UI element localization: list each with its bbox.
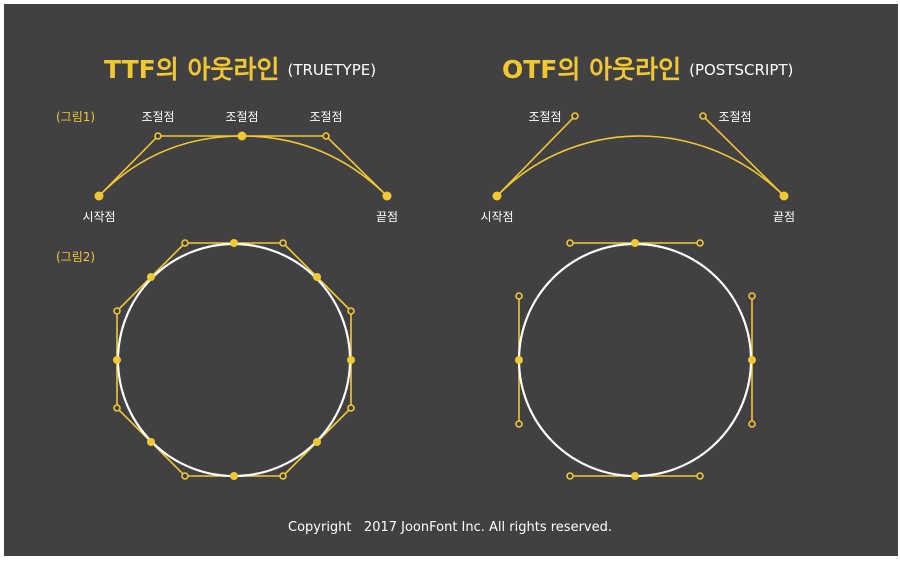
ttf-start-point	[94, 191, 104, 201]
ttf-control-polygon	[98, 135, 388, 197]
otf-control-point-label-2: 조절점	[718, 110, 752, 124]
ttf-circle-on-curve-points	[113, 239, 355, 480]
otf-handle-1	[496, 115, 576, 197]
otf-end-point	[779, 191, 789, 201]
otf-circle-control-3	[566, 472, 574, 480]
otf-circle-control-1	[566, 239, 574, 247]
ttf-circle-point-top	[230, 239, 238, 247]
otf-circle-control-4	[696, 472, 704, 480]
otf-title: OTF의 아웃라인 (POSTSCRIPT)	[502, 55, 793, 85]
ttf-circle-control-6	[181, 472, 189, 480]
otf-end-point-label: 끝점	[772, 210, 796, 224]
ttf-control-point-label-2: 조절점	[225, 110, 259, 124]
ttf-control-point-label-3: 조절점	[309, 110, 343, 124]
otf-circle-control-6	[515, 420, 523, 428]
ttf-circle-control-8	[113, 307, 121, 315]
copyright-footer: Copyright 2017 JoonFont Inc. All rights …	[288, 520, 612, 535]
otf-circle-point-right	[748, 356, 756, 364]
ttf-title-text: TTF의 아웃라인	[104, 55, 280, 84]
ttf-circle-control-7	[113, 404, 121, 412]
ttf-circle-point-bottom	[230, 472, 238, 480]
otf-circle-point-top	[631, 239, 639, 247]
otf-figure1	[492, 112, 789, 201]
otf-circle-point-left	[515, 356, 523, 364]
otf-control-point-1	[571, 112, 579, 120]
otf-title-text: OTF의 아웃라인	[502, 55, 682, 84]
ttf-curve-segment-1	[98, 135, 243, 197]
ttf-title: TTF의 아웃라인 (TRUETYPE)	[104, 55, 376, 85]
ttf-circle-point-left	[113, 356, 121, 364]
otf-circle-control-8	[748, 420, 756, 428]
ttf-circle-control-2	[279, 239, 287, 247]
otf-circle-on-curve-points	[515, 239, 756, 480]
ttf-subtitle: (TRUETYPE)	[287, 61, 377, 79]
ttf-end-point	[382, 191, 392, 201]
ttf-circle-point-right	[347, 356, 355, 364]
otf-subtitle: (POSTSCRIPT)	[689, 61, 794, 79]
ttf-figure2	[113, 239, 355, 480]
otf-circle-control-points	[515, 239, 756, 480]
ttf-circle-control-4	[347, 404, 355, 412]
otf-curve	[496, 135, 785, 197]
ttf-end-point-label: 끝점	[375, 210, 399, 224]
otf-handle-2	[702, 115, 785, 197]
otf-circle-control-5	[515, 292, 523, 300]
otf-circle-point-bottom	[631, 472, 639, 480]
ttf-start-point-label: 시작점	[82, 210, 116, 224]
ttf-circle-point-bottom-left	[147, 438, 155, 446]
ttf-control-point-1	[154, 132, 162, 140]
otf-circle-outline	[517, 242, 753, 478]
ttf-control-point-3	[322, 132, 330, 140]
ttf-circle-control-1	[181, 239, 189, 247]
otf-circle-control-7	[748, 292, 756, 300]
ttf-figure1	[94, 131, 392, 201]
ttf-curve-segment-2	[241, 135, 388, 197]
ttf-control-point-label-1: 조절점	[141, 110, 175, 124]
otf-control-point-2	[699, 112, 707, 120]
ttf-circle-control-points	[113, 239, 355, 480]
otf-start-point-label: 시작점	[480, 210, 514, 224]
ttf-circle-point-bottom-right	[313, 438, 321, 446]
ttf-circle-control-3	[347, 307, 355, 315]
otf-circle-control-2	[696, 239, 704, 247]
ttf-circle-control-5	[279, 472, 287, 480]
otf-control-point-label-1: 조절점	[528, 110, 562, 124]
figure1-label: (그림1)	[56, 110, 96, 124]
otf-start-point	[492, 191, 502, 201]
ttf-circle-point-top-right	[313, 273, 321, 281]
ttf-circle-point-top-left	[147, 273, 155, 281]
figure2-label: (그림2)	[56, 250, 96, 264]
ttf-on-curve-point	[237, 131, 247, 141]
otf-figure2	[515, 239, 756, 480]
